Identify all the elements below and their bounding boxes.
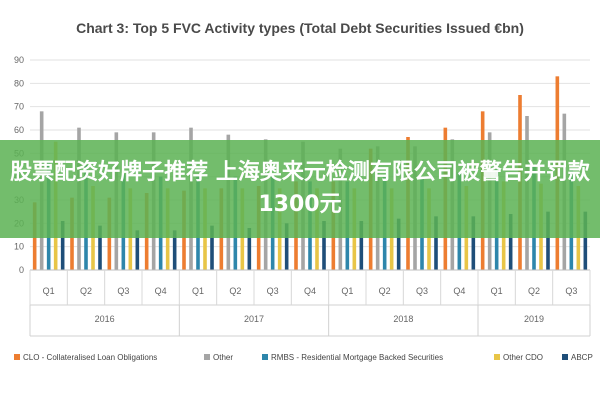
bar [247,228,252,270]
x-group-label: 2016 [95,314,115,324]
x-tick-label: Q4 [304,286,316,296]
legend-label: CLO - Collateralised Loan Obligations [23,353,157,362]
x-axis: Q1 Q2 Q3 Q4 Q1 Q2 Q3 Q4 Q1 Q2 Q3 Q4 Q1 Q2 Q3 2016 2017 20… [29,269,591,337]
x-tick-label: Q3 [267,286,279,296]
overlay-banner-text: 股票配资好牌子推荐 上海奥来元检测有限公司被警告并罚款1300元 [10,160,590,217]
x-tick-label: Q2 [80,286,92,296]
chart-title: Chart 3: Top 5 FVC Activity types (Total… [76,20,524,36]
bar [396,218,401,270]
x-tick-label: Q1 [43,286,55,296]
legend-swatch [494,354,500,360]
bar [583,211,588,270]
overlay-banner: 股票配资好牌子推荐 上海奥来元检测有限公司被警告并罚款1300元 [0,140,600,238]
bar [471,216,476,270]
x-group-label: 2018 [393,314,413,324]
legend-swatch [14,354,20,360]
x-tick-label: Q3 [117,286,129,296]
x-group-label: 2017 [244,314,264,324]
bar [98,225,102,270]
bar [60,221,65,270]
y-tick-label: 0 [19,265,24,275]
bar [284,223,289,270]
x-tick-label: Q2 [229,286,241,296]
x-tick-label: Q4 [155,286,167,296]
legend-swatch [262,354,268,360]
x-tick-label: Q4 [453,286,465,296]
x-tick-label: Q3 [416,286,428,296]
x-group-label: 2019 [524,314,544,324]
x-tick-label: Q1 [192,286,204,296]
x-tick-label: Q1 [491,286,503,296]
y-tick-label: 60 [14,125,24,135]
legend-label: ABCP [571,353,593,362]
x-tick-label: Q1 [341,286,353,296]
bar [546,211,550,270]
x-tick-label: Q3 [565,286,577,296]
bar [210,225,214,270]
y-tick-label: 80 [14,78,24,88]
legend-label: RMBS - Residential Mortgage Backed Secur… [271,353,443,362]
bar [172,230,177,270]
x-tick-label: Q2 [379,286,391,296]
legend: CLO - Collateralised Loan Obligations Oth… [14,353,593,362]
y-tick-label: 70 [14,102,24,112]
y-tick-label: 90 [14,55,24,65]
legend-swatch [562,354,568,360]
bar [508,214,513,270]
bar [322,221,326,270]
legend-label: Other [213,353,233,362]
bar [434,216,438,270]
bar [135,230,140,270]
legend-swatch [204,354,210,360]
legend-label: Other CDO [503,353,543,362]
y-tick-label: 10 [14,242,24,252]
x-tick-label: Q2 [528,286,540,296]
bar [359,221,364,270]
